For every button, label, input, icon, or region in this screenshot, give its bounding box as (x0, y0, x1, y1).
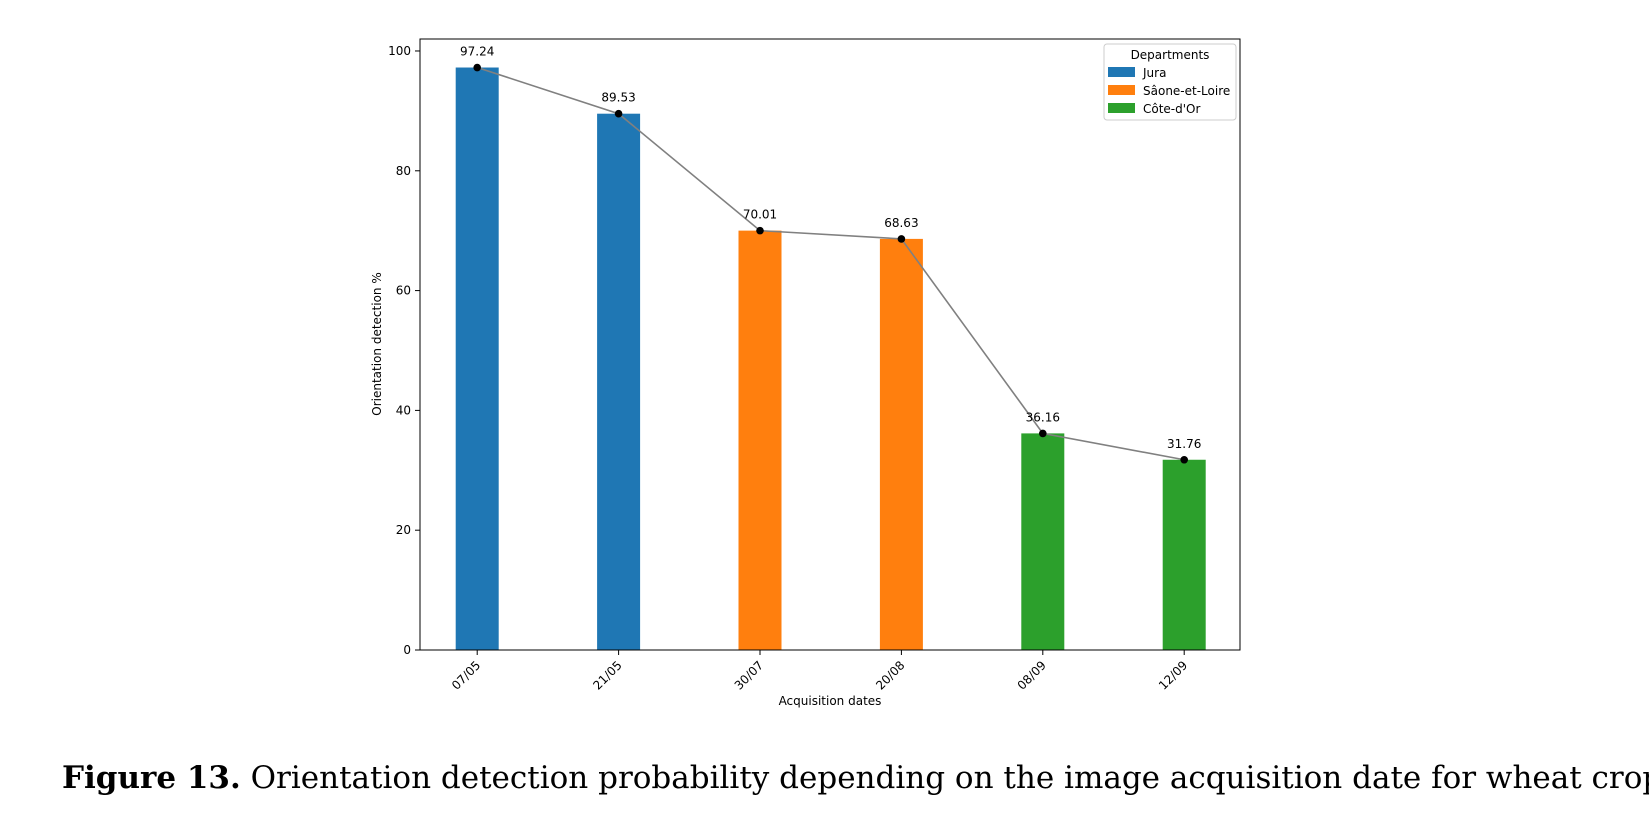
legend-entry-label: Jura (1142, 66, 1166, 80)
x-axis: 07/05 21/05 30/07 20/08 08/09 12/09 (449, 650, 1190, 693)
x-tick-label: 20/08 (873, 658, 907, 692)
y-tick-label: 100 (388, 44, 411, 58)
figure-caption-label: Figure 13. (62, 760, 241, 796)
trend-line (476, 66, 1185, 461)
bar (738, 230, 782, 650)
x-axis-label: Acquisition dates (779, 694, 882, 708)
data-label: 31.76 (1167, 437, 1201, 451)
bar (455, 67, 499, 651)
legend-title: Departments (1131, 48, 1210, 62)
trend-line-marker (1180, 455, 1188, 464)
y-tick-label: 0 (403, 643, 411, 657)
y-axis: 0 20 40 60 80 100 (388, 44, 420, 657)
bar (1021, 433, 1065, 650)
data-label: 70.01 (743, 208, 777, 222)
legend-entry-label: Côte-d'Or (1143, 102, 1201, 116)
y-axis-label: Orientation detection % (370, 272, 384, 415)
trend-line-marker (756, 226, 764, 235)
legend-swatch (1108, 103, 1135, 113)
bar (879, 238, 923, 651)
legend: Departments Jura Sâone-et-Loire Côte-d'Or (1103, 43, 1237, 121)
x-tick-label: 30/07 (732, 658, 766, 692)
legend-entry-label: Sâone-et-Loire (1143, 84, 1230, 98)
y-tick-label: 40 (396, 403, 411, 417)
bar (597, 113, 641, 650)
x-tick-label: 07/05 (449, 658, 483, 692)
y-tick-label: 20 (396, 523, 411, 537)
figure-caption-text: Orientation detection probability depend… (240, 760, 1649, 796)
x-tick-label: 08/09 (1015, 658, 1049, 692)
trend-line-marker (1039, 429, 1047, 438)
data-label: 97.24 (460, 45, 494, 59)
legend-swatch (1108, 85, 1135, 95)
trend-line-marker (473, 63, 482, 72)
y-tick-label: 60 (396, 284, 411, 298)
trend-line-group (473, 63, 1188, 464)
trend-line-marker (897, 235, 906, 243)
x-tick-label: 12/09 (1156, 658, 1190, 692)
data-label: 68.63 (884, 216, 918, 230)
plot-frame (419, 38, 1241, 651)
y-tick-label: 80 (396, 164, 411, 178)
bars-group (455, 67, 1206, 651)
bar (1162, 459, 1206, 650)
trend-line-marker (614, 109, 623, 118)
data-label: 36.16 (1026, 410, 1060, 424)
x-tick-label: 21/05 (590, 658, 624, 692)
legend-swatch (1108, 67, 1135, 77)
legend-box (1103, 43, 1237, 121)
data-label: 89.53 (601, 91, 635, 105)
figure-caption: Figure 13. Orientation detection probabi… (62, 760, 1649, 796)
data-labels-group: 97.24 89.53 70.01 68.63 36.16 31.76 (460, 45, 1201, 451)
